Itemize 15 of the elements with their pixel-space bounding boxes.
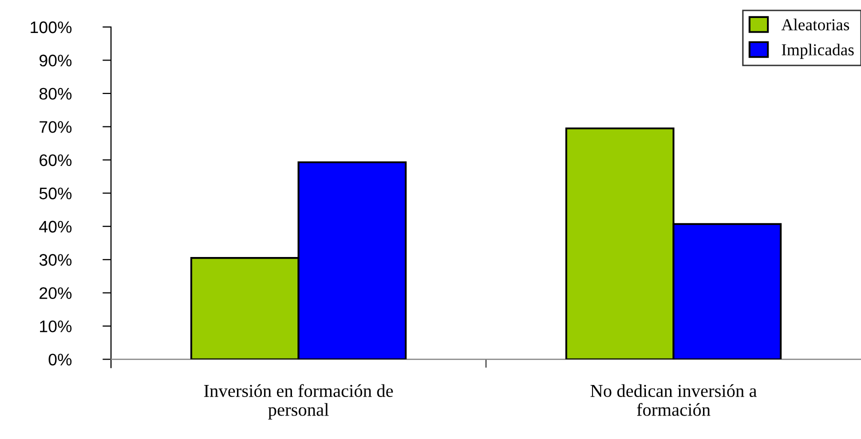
x-tick-label: Inversión en formación de personal [204,384,393,420]
legend-label: Implicadas [782,44,854,59]
y-tick-label: 20% [40,287,72,300]
y-tick-label: 60% [40,154,72,166]
y-tick-label: 70% [40,121,72,133]
y-tick-label: 80% [39,88,72,100]
y-tick-label: 90% [40,54,72,66]
y-tick-label: 100% [30,21,72,34]
y-tick-label: 50% [39,188,72,200]
x-tick-label: No dedican inversión a formación [590,384,757,416]
y-tick-label: 30% [39,254,72,266]
y-tick-label: 40% [39,220,72,233]
y-tick-label: 0% [48,354,72,366]
legend-label: Aleatorias [781,18,850,30]
y-tick-label: 10% [40,320,72,332]
